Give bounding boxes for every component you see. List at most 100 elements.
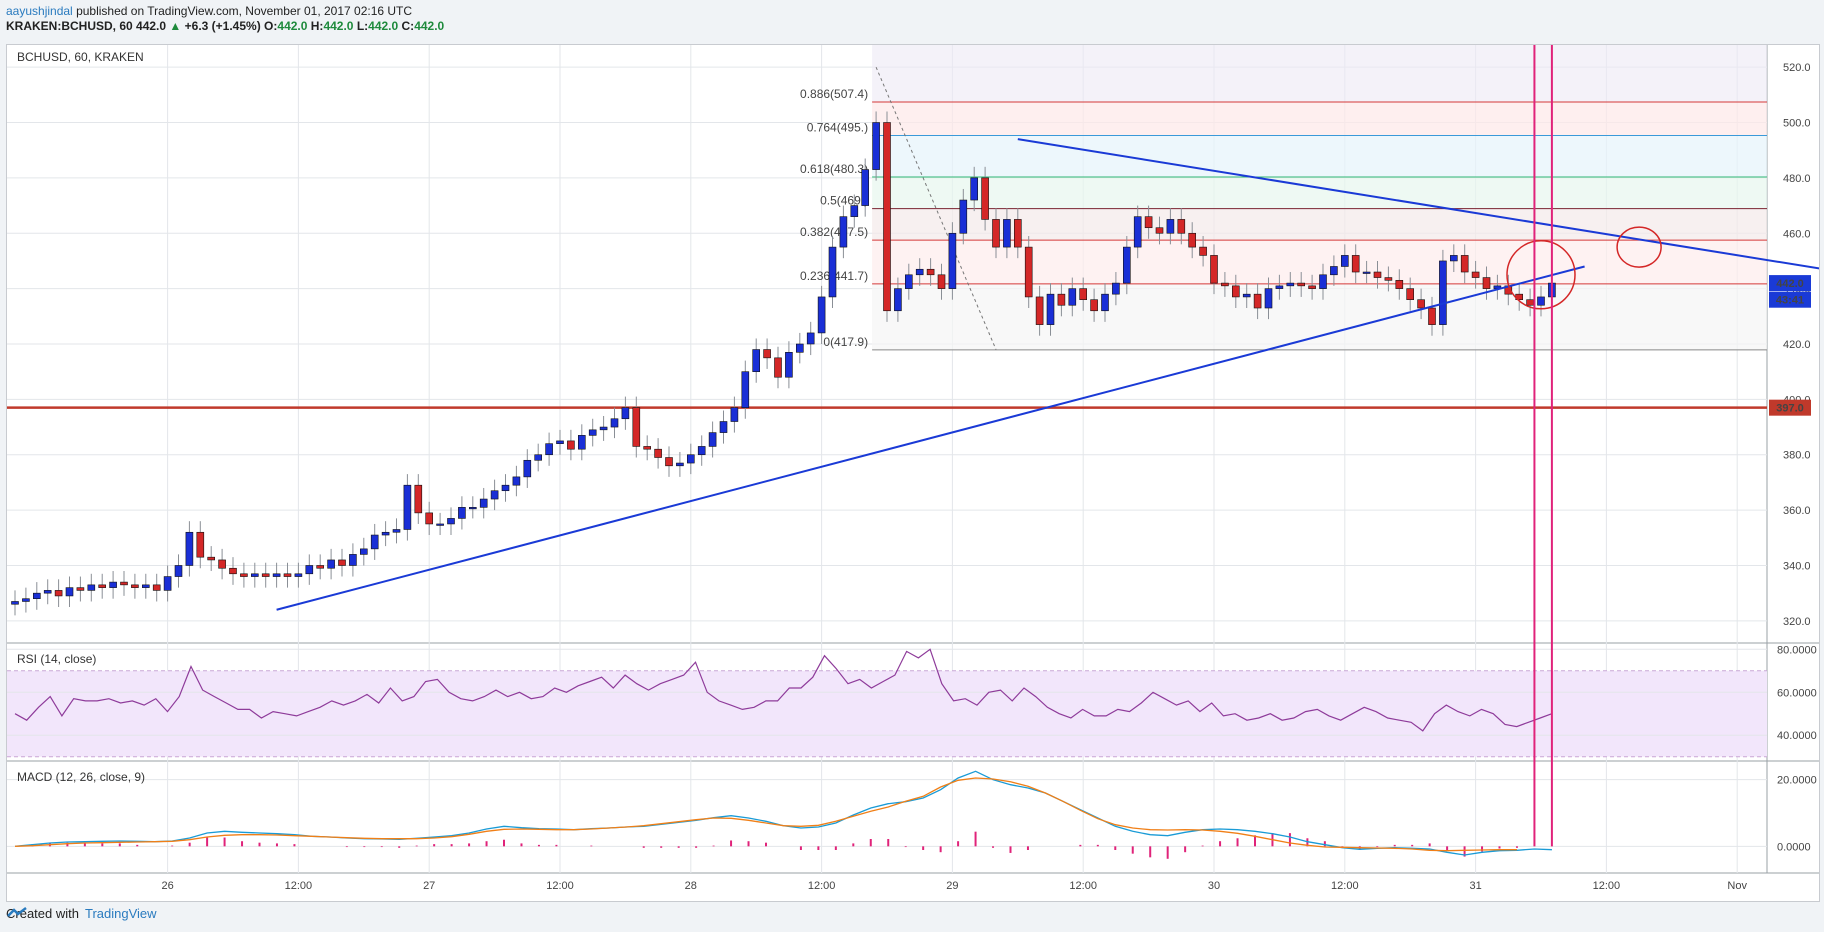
candle	[1166, 219, 1175, 234]
candle	[1275, 285, 1284, 289]
fib-zone-top	[872, 45, 1767, 103]
y-tick-label: 380.0	[1783, 450, 1811, 462]
candle	[686, 454, 695, 464]
candle	[1439, 260, 1447, 325]
candle	[1221, 282, 1229, 287]
candle	[87, 584, 96, 591]
candle	[490, 490, 499, 500]
candle	[1526, 299, 1534, 306]
author-link[interactable]: aayushjindal	[6, 4, 73, 18]
candle	[1297, 282, 1305, 287]
candle	[1144, 216, 1153, 229]
candle	[109, 581, 117, 588]
candle	[512, 476, 521, 486]
candle	[523, 459, 532, 478]
close-value: 442.0	[414, 19, 445, 33]
candle	[1133, 216, 1142, 248]
candle	[1024, 246, 1033, 298]
price-axis-tag-label: 43:41	[1776, 295, 1804, 307]
candle	[196, 531, 205, 558]
x-tick-label: 12:00	[1069, 880, 1097, 892]
candle	[468, 507, 477, 510]
candle	[904, 274, 913, 289]
candle	[152, 584, 161, 591]
candle	[828, 246, 837, 298]
candle	[22, 598, 30, 602]
candle	[1123, 246, 1131, 284]
candle	[43, 590, 52, 594]
candle	[425, 512, 434, 525]
highlight-circle	[1616, 226, 1662, 268]
x-tick-label: 31	[1469, 880, 1481, 892]
x-tick-label: 27	[423, 880, 435, 892]
candle	[163, 576, 172, 591]
candle	[861, 169, 870, 206]
candle	[970, 177, 979, 201]
candle	[1013, 219, 1022, 248]
candle	[545, 443, 553, 456]
candle	[142, 584, 150, 588]
candle	[120, 581, 128, 586]
candle	[1253, 293, 1262, 309]
candle	[327, 559, 335, 569]
candle	[338, 559, 346, 566]
x-tick-label: 26	[161, 880, 173, 892]
published-text: published on TradingView.com, November 0…	[76, 4, 413, 18]
candle	[1341, 255, 1349, 267]
fib-label: 0.764(495.)	[807, 121, 868, 135]
candle	[359, 548, 368, 555]
candle	[65, 587, 74, 597]
rsi-pane-title: RSI (14, close)	[17, 652, 96, 666]
candle	[283, 573, 292, 577]
candle	[1417, 299, 1425, 309]
candle	[1482, 277, 1491, 289]
candle	[1090, 299, 1098, 312]
x-tick-label: 12:00	[808, 880, 836, 892]
candle	[948, 232, 957, 289]
fib-label: 0.886(507.4)	[800, 87, 868, 101]
candle	[381, 531, 390, 536]
candle	[654, 448, 662, 458]
trendline[interactable]	[276, 265, 1585, 611]
candle	[11, 601, 19, 605]
candle	[1319, 274, 1327, 289]
chart-area[interactable]: 26 12:00 27 12:00 28 12:00 29 12:00 30 12:00 31 12:…	[6, 44, 1820, 902]
change-up-icon: ▲	[169, 19, 182, 33]
candle	[959, 199, 968, 234]
tradingview-brand[interactable]: TradingView	[84, 906, 157, 921]
rsi-y-tick-label: 40.0000	[1777, 730, 1817, 742]
candle	[981, 177, 989, 220]
publish-line: aayushjindal published on TradingView.co…	[6, 4, 444, 19]
candle	[403, 484, 412, 530]
trendline[interactable]	[1017, 138, 1819, 289]
candle	[763, 349, 771, 359]
fib-zone	[872, 283, 1767, 350]
chart-svg[interactable]: 26 12:00 27 12:00 28 12:00 29 12:00 30 12:00 31 12:…	[7, 45, 1819, 901]
candle	[676, 462, 684, 467]
candle	[577, 435, 586, 450]
candle	[1155, 227, 1164, 234]
close-label: C:	[401, 19, 415, 33]
candle	[458, 507, 466, 519]
candle	[1101, 293, 1109, 312]
price-pane-title: BCHUSD, 60, KRAKEN	[17, 50, 144, 64]
candle	[1406, 288, 1414, 301]
candle	[316, 565, 325, 569]
x-tick-label: 30	[1208, 880, 1220, 892]
candle	[730, 407, 739, 422]
footer: Created with TradingView	[6, 906, 157, 921]
candle	[1232, 285, 1240, 298]
candle	[131, 584, 139, 588]
candle	[872, 122, 880, 170]
price-axis-tag	[1769, 291, 1811, 308]
x-tick-label: 12:00	[1593, 880, 1621, 892]
candle	[785, 352, 793, 378]
price-axis-tag	[1769, 275, 1811, 292]
x-tick-label: 29	[946, 880, 958, 892]
candle	[447, 518, 455, 525]
candle	[1330, 266, 1338, 276]
candle	[752, 349, 761, 372]
x-tick-label: 28	[685, 880, 697, 892]
price-axis-tag-label: 397.0	[1776, 403, 1804, 415]
candle	[741, 371, 750, 408]
